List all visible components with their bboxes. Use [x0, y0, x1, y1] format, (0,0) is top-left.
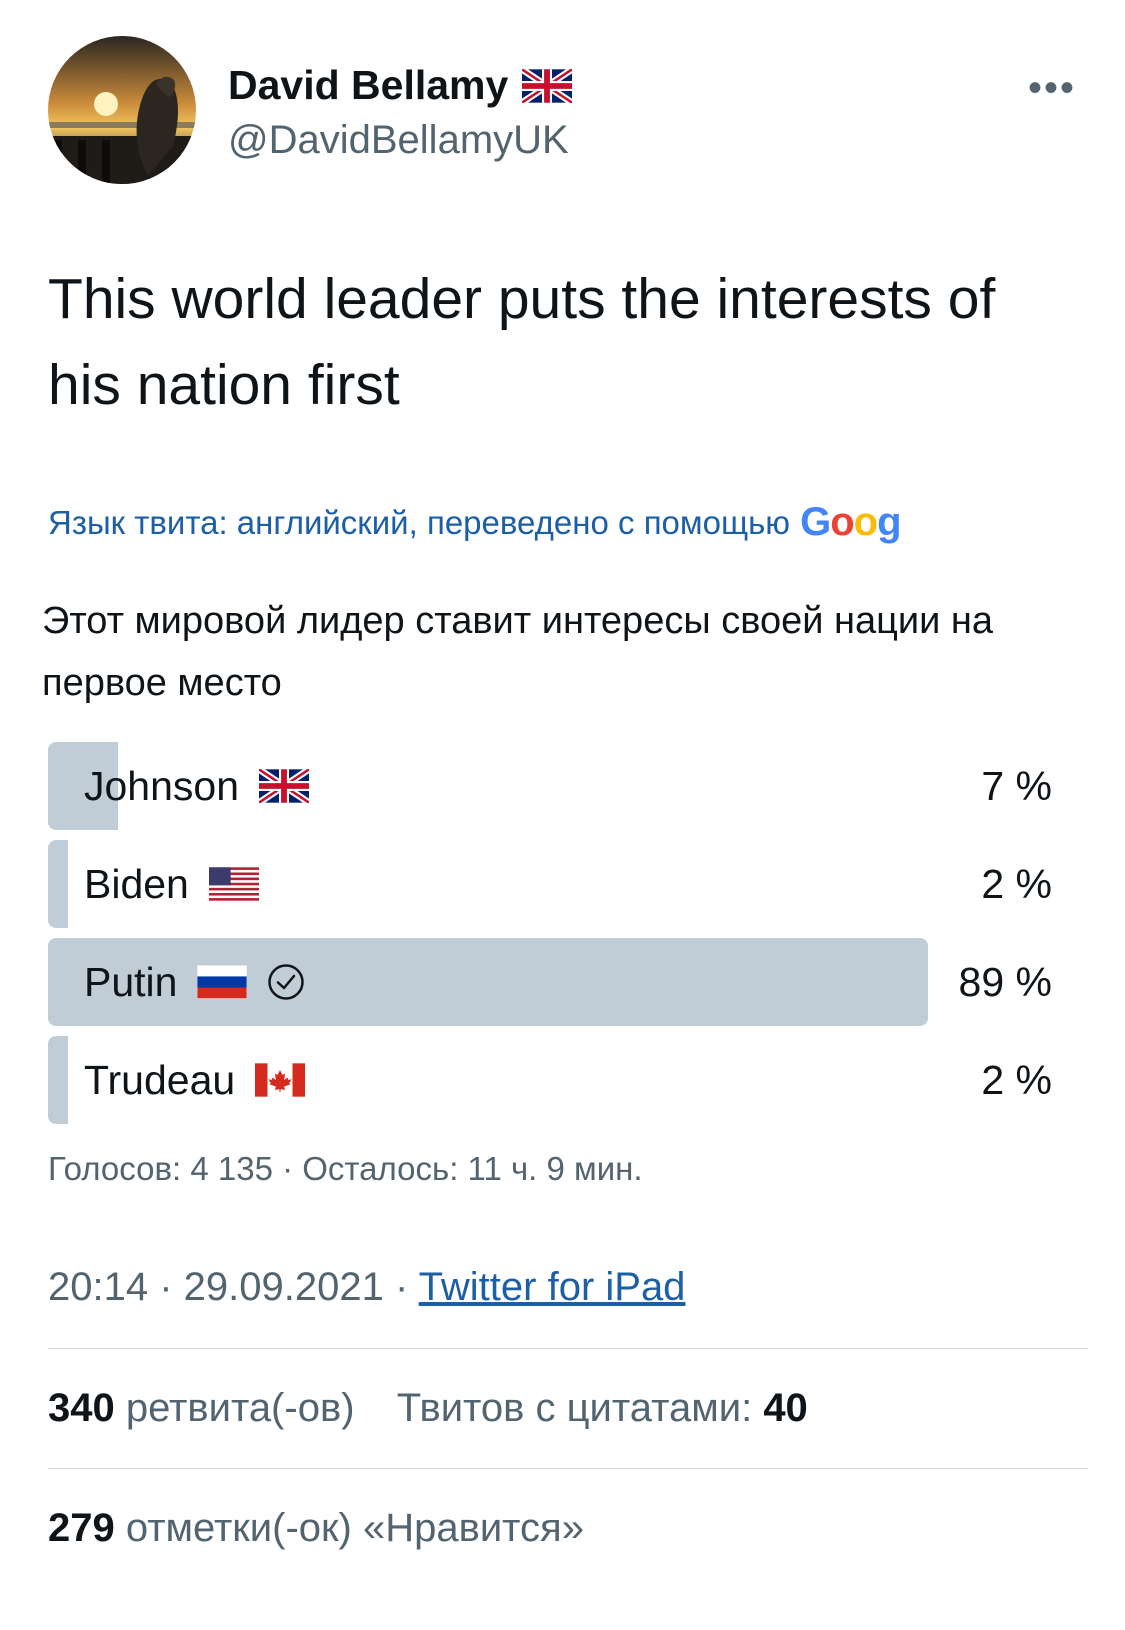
poll-option-percent: 89 %: [958, 958, 1052, 1005]
russia-flag-icon: [197, 965, 248, 999]
divider: [48, 1348, 1088, 1349]
tweet-text: This world leader puts the interests of …: [48, 267, 996, 417]
tweet-meta: 20:14 · 29.09.2021 · Twitter for iPad: [48, 1265, 685, 1310]
check-circle-icon: [268, 964, 305, 1000]
quotes-count: 40: [763, 1386, 808, 1430]
likes-stats[interactable]: 279 отметки(-ок) «Нравится»: [48, 1506, 584, 1551]
poll-option-label: Biden: [84, 860, 189, 907]
us-flag-icon: [208, 867, 259, 901]
poll-option-percent: 2 %: [981, 860, 1052, 907]
poll-option-biden: Biden 2 %: [48, 840, 1052, 928]
author-handle[interactable]: @DavidBellamyUK: [228, 118, 569, 162]
poll-bar: [48, 1036, 68, 1124]
divider: [48, 1468, 1088, 1469]
uk-flag-icon: [522, 68, 573, 103]
poll-bar: [48, 938, 928, 1026]
author-name-text: David Bellamy: [228, 62, 509, 108]
translation-note[interactable]: Язык твита: английский, переведено с пом…: [48, 500, 1088, 545]
retweet-stats[interactable]: 340 ретвита(-ов) Твитов с цитатами: 40: [48, 1386, 808, 1431]
quotes-label: Твитов с цитатами:: [396, 1386, 764, 1430]
uk-flag-icon: [259, 769, 310, 803]
retweets-label: ретвита(-ов): [114, 1386, 355, 1430]
poll-option-johnson: Johnson 7 %: [48, 742, 1052, 830]
tweet-source-link[interactable]: Twitter for iPad: [418, 1265, 686, 1309]
likes-count: 279: [48, 1506, 115, 1550]
poll-option-label: Trudeau: [84, 1056, 236, 1103]
poll-bar: [48, 742, 118, 830]
retweets-count: 340: [48, 1386, 115, 1430]
poll-option-percent: 7 %: [981, 762, 1052, 809]
translation-note-text: Язык твита: английский, переведено с пом…: [48, 503, 791, 541]
more-options-icon[interactable]: •••: [1028, 66, 1077, 110]
translated-text: Этот мировой лидер ставит интересы своей…: [42, 600, 994, 704]
google-logo: Goog: [800, 500, 901, 544]
canada-flag-icon: [255, 1063, 306, 1097]
poll-info: Голосов: 4 135 · Осталось: 11 ч. 9 мин.: [48, 1150, 643, 1187]
avatar[interactable]: [48, 36, 196, 184]
likes-label: отметки(-ок) «Нравится»: [114, 1506, 584, 1550]
poll-bar: [48, 840, 68, 928]
poll-option-trudeau: Trudeau 2 %: [48, 1036, 1052, 1124]
poll-option-label: Johnson: [84, 762, 240, 809]
poll-option-label: Putin: [84, 958, 178, 1005]
poll-option-percent: 2 %: [981, 1056, 1052, 1103]
tweet-timestamp: 20:14 · 29.09.2021 ·: [48, 1265, 419, 1309]
author-name[interactable]: David Bellamy: [228, 62, 573, 109]
poll-option-putin: Putin 89 %: [48, 938, 1052, 1026]
